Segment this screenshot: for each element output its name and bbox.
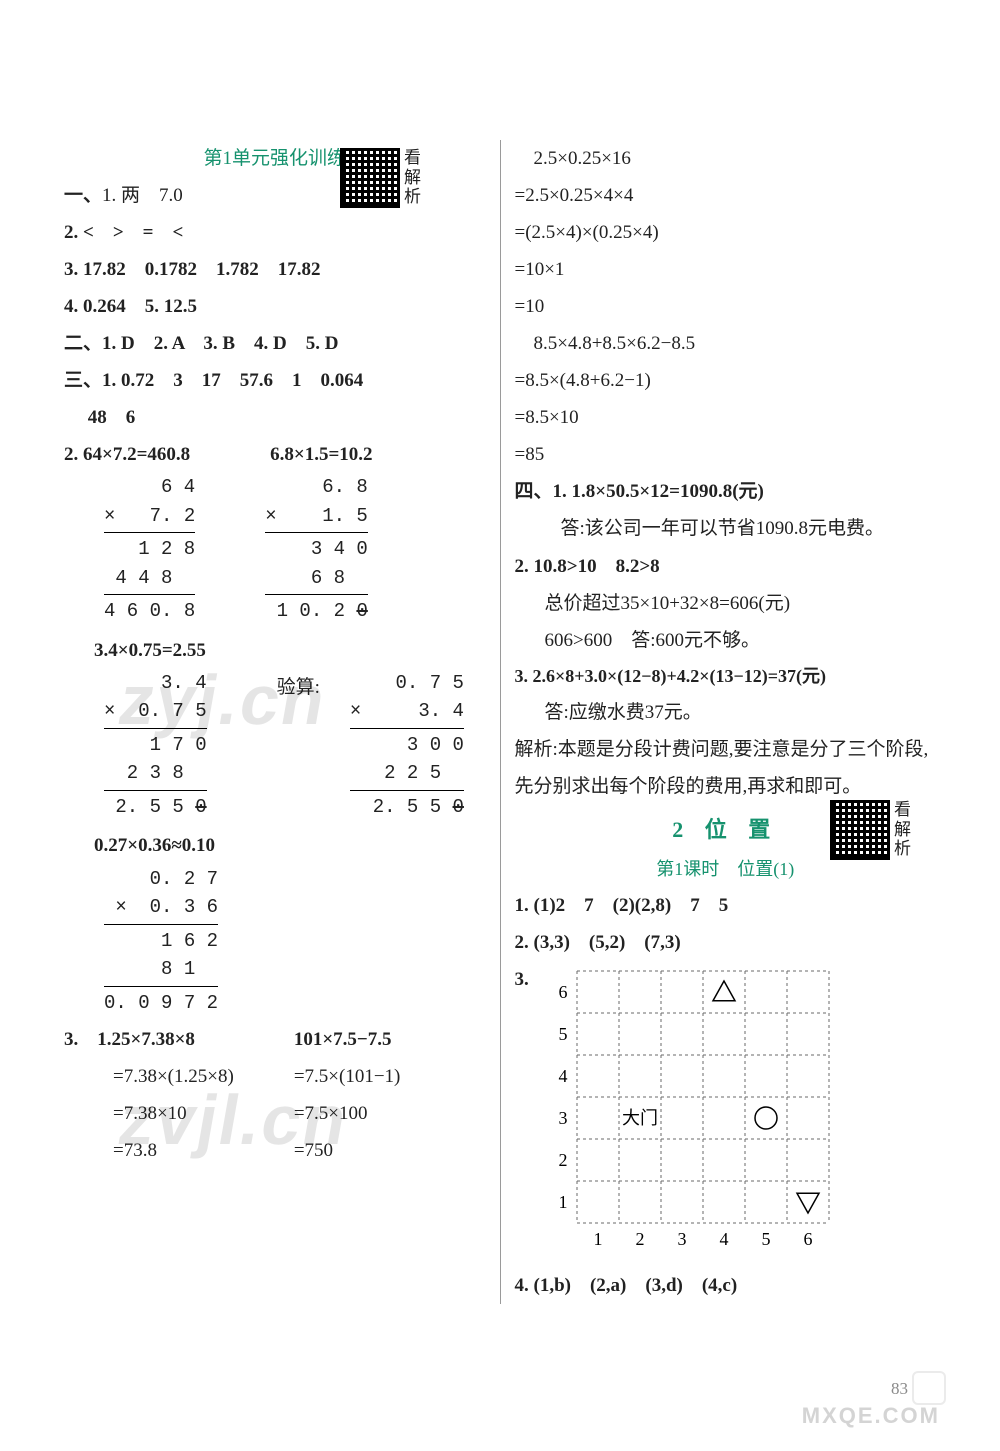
svg-text:大门: 大门 — [622, 1108, 658, 1128]
svg-text:4: 4 — [719, 1229, 728, 1249]
svg-text:1: 1 — [558, 1192, 567, 1212]
qr-block-2: 看解析 — [830, 800, 912, 860]
svg-text:1: 1 — [593, 1229, 602, 1249]
vmult-2: 6. 8 × 1. 5 3 4 0 6 8 1 0. 2 0 — [265, 473, 368, 626]
qr-code-icon — [340, 148, 400, 208]
svg-text:2: 2 — [558, 1150, 567, 1170]
s4-q1b: 答:该公司一年可以节省1090.8元电费。 — [515, 510, 937, 547]
calc1-l5: =10 — [515, 288, 937, 325]
calc1-l1: 2.5×0.25×16 — [515, 140, 937, 177]
svg-text:5: 5 — [558, 1024, 567, 1044]
page-number: 83 — [891, 1379, 908, 1399]
verify-block: 验算: — [277, 669, 320, 822]
s4-q2b: 总价超过35×10+32×8=606(元) — [515, 585, 937, 622]
q3-r4: =750 — [294, 1132, 401, 1169]
left-column: 第1单元强化训练 一、1. 两 7.0 2. < > = < 3. 17.82 … — [50, 140, 501, 1304]
vertical-mult-row-3: 0. 2 7 × 0. 3 6 1 6 2 8 1 0. 0 9 7 2 — [104, 865, 486, 1018]
calc1-l4: =10×1 — [515, 251, 937, 288]
s4-q2a: 2. 10.8>10 8.2>8 — [515, 548, 937, 585]
vmult-1: 6 4 × 7. 2 1 2 8 4 4 8 4 6 0. 8 — [104, 473, 195, 626]
calc1-l3: =(2.5×4)×(0.25×4) — [515, 214, 937, 251]
vmult-3: 3. 4 × 0. 7 5 1 7 0 2 3 8 2. 5 5 0 — [104, 669, 207, 822]
unit-title: 第1单元强化训练 — [64, 140, 486, 177]
q3-l3: =7.38×10 — [64, 1095, 234, 1132]
qr-label: 看解析 — [404, 148, 422, 207]
q3-l4: =73.8 — [64, 1132, 234, 1169]
sec3-q1a: 三、1. 0.72 3 17 57.6 1 0.064 — [64, 362, 486, 399]
qr-block-1: 看解析 — [340, 148, 422, 208]
sec3-q2b: 6.8×1.5=10.2 — [270, 436, 372, 473]
s4-q2c: 606>600 答:600元不够。 — [515, 622, 937, 659]
s4-q3a: 3. 2.6×8+3.0×(12−8)+4.2×(13−12)=37(元) — [515, 659, 937, 694]
svg-text:4: 4 — [558, 1066, 567, 1086]
sec1-q1: 一、1. 两 7.0 — [64, 177, 486, 214]
svg-text:6: 6 — [803, 1229, 812, 1249]
m4-result: 2. 5 5 0 — [373, 796, 464, 818]
pos-q1: 1. (1)2 7 (2)(2,8) 7 5 — [515, 887, 937, 924]
sec3-q1b: 48 6 — [64, 399, 486, 436]
svg-text:2: 2 — [635, 1229, 644, 1249]
calc2-l2: =8.5×(4.8+6.2−1) — [515, 362, 937, 399]
q3-l2: =7.38×(1.25×8) — [64, 1058, 234, 1095]
calc1-l2: =2.5×0.25×4×4 — [515, 177, 937, 214]
vmult-5: 0. 2 7 × 0. 3 6 1 6 2 8 1 0. 0 9 7 2 — [104, 865, 218, 1018]
calc2-l1: 8.5×4.8+8.5×6.2−8.5 — [515, 325, 937, 362]
qr-code-icon — [830, 800, 890, 860]
sec1-q2: 2. < > = < — [64, 214, 486, 251]
sec3-q2c: 3.4×0.75=2.55 — [64, 632, 486, 669]
svg-text:3: 3 — [677, 1229, 686, 1249]
sec1-q4: 4. 0.264 5. 12.5 — [64, 288, 486, 325]
right-column: 2.5×0.25×16 =2.5×0.25×4×4 =(2.5×4)×(0.25… — [501, 140, 951, 1304]
verify-label: 验算: — [277, 669, 320, 706]
sec3-q3: 3. 1.25×7.38×8 =7.38×(1.25×8) =7.38×10 =… — [64, 1021, 486, 1169]
vertical-mult-row-2: 3. 4 × 0. 7 5 1 7 0 2 3 8 2. 5 5 0 验算: 0… — [104, 669, 486, 822]
m3-result: 2. 5 5 0 — [115, 796, 206, 818]
svg-text:3: 3 — [558, 1108, 567, 1128]
q3-l1: 3. 1.25×7.38×8 — [64, 1021, 234, 1058]
pos-q4: 4. (1,b) (2,a) (3,d) (4,c) — [515, 1267, 937, 1304]
svg-text:5: 5 — [761, 1229, 770, 1249]
pos-q2: 2. (3,3) (5,2) (7,3) — [515, 924, 937, 961]
page-badge-icon — [912, 1371, 946, 1405]
coord-grid: 1 2 3 4 5 6 1 2 3 4 5 6 大门 — [549, 961, 859, 1261]
page: 第1单元强化训练 一、1. 两 7.0 2. < > = < 3. 17.82 … — [0, 0, 1000, 1324]
sec3-q2d: 0.27×0.36≈0.10 — [64, 827, 486, 864]
vertical-mult-row-1: 6 4 × 7. 2 1 2 8 4 4 8 4 6 0. 8 6. 8 × 1… — [104, 473, 486, 626]
m2-result: 1 0. 2 0 — [277, 600, 368, 622]
s4-note: 解析:本题是分段计费问题,要注意是分了三个阶段,先分别求出每个阶段的费用,再求和… — [515, 731, 937, 805]
pos-q3-label: 3. — [515, 961, 539, 1261]
svg-text:6: 6 — [558, 982, 567, 1002]
s4-q3b: 答:应缴水费37元。 — [515, 694, 937, 731]
calc2-l4: =85 — [515, 436, 937, 473]
sec3-q2a: 2. 64×7.2=460.8 — [64, 436, 190, 473]
sec2: 二、1. D 2. A 3. B 4. D 5. D — [64, 325, 486, 362]
footer-watermark: MXQE.COM — [802, 1403, 940, 1429]
qr-label: 看解析 — [894, 800, 912, 859]
calc2-l3: =8.5×10 — [515, 399, 937, 436]
q3-r2: =7.5×(101−1) — [294, 1058, 401, 1095]
q3-r3: =7.5×100 — [294, 1095, 401, 1132]
s4-q1a: 四、1. 1.8×50.5×12=1090.8(元) — [515, 473, 937, 510]
q3-r1: 101×7.5−7.5 — [294, 1021, 401, 1058]
pos-q3-row: 3. 1 2 3 4 5 6 1 2 3 4 5 6 大门 — [515, 961, 937, 1261]
sec1-q3: 3. 17.82 0.1782 1.782 17.82 — [64, 251, 486, 288]
vmult-4: 0. 7 5 × 3. 4 3 0 0 2 2 5 2. 5 5 0 — [350, 669, 464, 822]
